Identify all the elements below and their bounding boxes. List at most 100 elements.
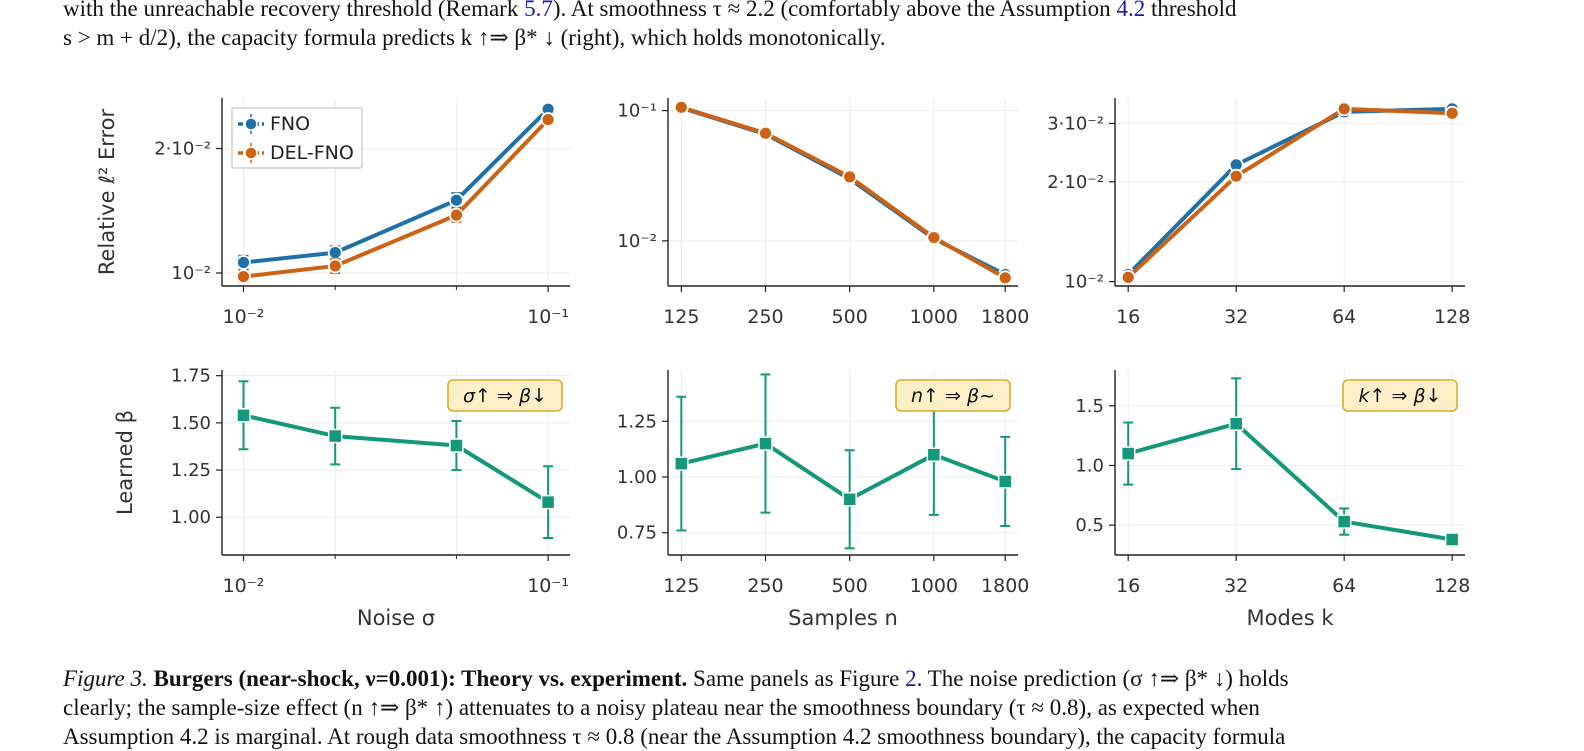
series-DEL-FNO [236,112,556,284]
data-point [674,456,689,471]
y-tick-label: 1.75 [171,366,211,387]
x-tick-label: 10⁻² [223,575,265,597]
data-point [327,258,343,274]
data-point [842,492,857,507]
paragraph-text: with the unreachable recovery threshold … [63,0,525,21]
legend-label: DEL-FNO [270,142,354,164]
y-tick-label: 3·10⁻² [1047,113,1104,134]
x-tick-label: 32 [1224,575,1248,597]
caption-title: Burgers (near-shock, ν=0.001): Theory vs… [153,666,688,691]
body-paragraph-line-2: s > m + d/2), the capacity formula predi… [63,25,886,50]
assumption-link[interactable]: 4.2 [1116,0,1146,21]
data-point [926,230,942,245]
x-tick-label: 1000 [910,306,958,328]
data-point [997,474,1013,489]
data-point [926,447,942,462]
data-point [1336,514,1352,529]
figure-caption-line-2: clearly; the sample-size effect (n ↑⇒ β*… [63,695,1260,720]
figure-caption-line-3: Assumption 4.2 is marginal. At rough dat… [63,724,1286,749]
caption-text: . The noise prediction (σ ↑⇒ β* ↓) holds [916,666,1289,691]
x-tick-label: 500 [832,575,868,597]
data-point [236,408,251,423]
series-line [243,413,550,504]
chart-panel-error-vs-modes: 16 32 64 128 10⁻² 2·10⁻² 3·10⁻² [1047,98,1470,328]
chart-panel-beta-vs-samples: 125 250 500 1000 1800 0.75 1.00 1.25 Samples n n↑… [617,370,1029,630]
y-tick-label: 1.50 [171,413,211,434]
annotation-box [447,379,563,412]
x-axis-label: Modes k [1247,606,1335,630]
x-tick-label: 250 [747,575,783,597]
y-axis-label: Learned β [113,410,137,515]
x-tick-label: 128 [1434,575,1470,597]
x-tick-label: 1800 [981,306,1029,328]
y-tick-label: 0.75 [617,523,657,544]
paragraph-text: ). At smoothness τ ≈ 2.2 (comfortably ab… [552,0,1117,21]
series-line [1126,106,1453,279]
x-tick-label: 16 [1116,575,1140,597]
series-line [243,118,550,279]
x-tick-label: 500 [832,306,868,328]
x-axis-label: Noise σ [357,606,435,630]
annotation-badge: n↑ ⇒ β~ [895,379,1011,412]
x-axis-label: Samples n [788,606,898,630]
y-tick-label: 1.25 [171,460,211,481]
figure-link[interactable]: 2 [905,666,917,691]
data-point [1120,269,1136,285]
data-point [758,125,773,141]
y-tick-label: 2·10⁻² [1047,172,1104,193]
x-tick-label: 125 [663,306,699,328]
data-point [540,112,556,127]
data-point [449,207,464,223]
series-DEL-FNO [1120,101,1460,285]
annotation-box [1342,379,1458,412]
x-tick-label: 10⁻¹ [527,306,569,328]
x-tick-label: 32 [1224,306,1248,328]
x-tick-label: 128 [1434,306,1470,328]
series-line [680,441,1006,502]
body-paragraph-line-1: with the unreachable recovery threshold … [63,0,1507,23]
remark-link[interactable]: 5.7 [524,0,553,21]
legend-marker [244,146,258,160]
data-point [1336,101,1352,117]
chart-panel-beta-vs-modes: 16 32 64 128 0.5 1.0 1.5 Modes k k↑ ⇒ β↓ [1075,370,1470,630]
caption-text: Same panels as Figure [687,666,906,691]
chart-panel-error-vs-noise: 10⁻² 10⁻¹ 10⁻² 2·10⁻² Relative ℓ² Error FNO DE… [95,98,570,328]
legend-box [231,107,363,169]
data-point [327,245,343,261]
data-point [236,269,251,284]
data-point [449,438,464,453]
data-point [1444,532,1460,547]
y-tick-label: 1.00 [617,467,657,488]
chart-legend: FNO DEL-FNO [231,107,363,169]
series-line [243,107,550,265]
series-line [680,105,1007,280]
data-point [1120,446,1136,461]
legend-marker [244,117,258,131]
y-tick-label: 1.5 [1075,396,1104,417]
series-β [674,373,1013,550]
x-tick-label: 16 [1116,306,1140,328]
x-tick-label: 250 [747,306,783,328]
data-point [997,270,1013,286]
series-DEL-FNO [673,99,1013,286]
data-point [449,192,464,208]
y-tick-label: 1.0 [1075,455,1104,476]
chart-panel-error-vs-samples: 125 250 500 1000 1800 10⁻¹ 10⁻² [617,98,1029,328]
y-tick-label: 10⁻² [617,231,657,252]
data-point [673,99,689,115]
series-β [1120,377,1460,547]
x-tick-label: 64 [1332,306,1356,328]
data-point [758,436,773,451]
chart-panel-beta-vs-noise: 10⁻² 10⁻¹ 1.00 1.25 1.50 1.75 Learned β Noise σ… [113,366,570,630]
data-point [842,169,858,185]
annotation-text: n↑ ⇒ β~ [911,385,995,407]
x-tick-label: 10⁻¹ [527,575,569,597]
series-line [1127,421,1453,542]
x-tick-label: 1800 [981,575,1029,597]
x-tick-label: 125 [663,575,699,597]
x-tick-label: 10⁻² [223,306,265,328]
y-tick-label: 0.5 [1075,515,1104,536]
data-point [540,494,556,510]
y-tick-label: 1.00 [171,507,211,528]
annotation-box [895,379,1011,412]
